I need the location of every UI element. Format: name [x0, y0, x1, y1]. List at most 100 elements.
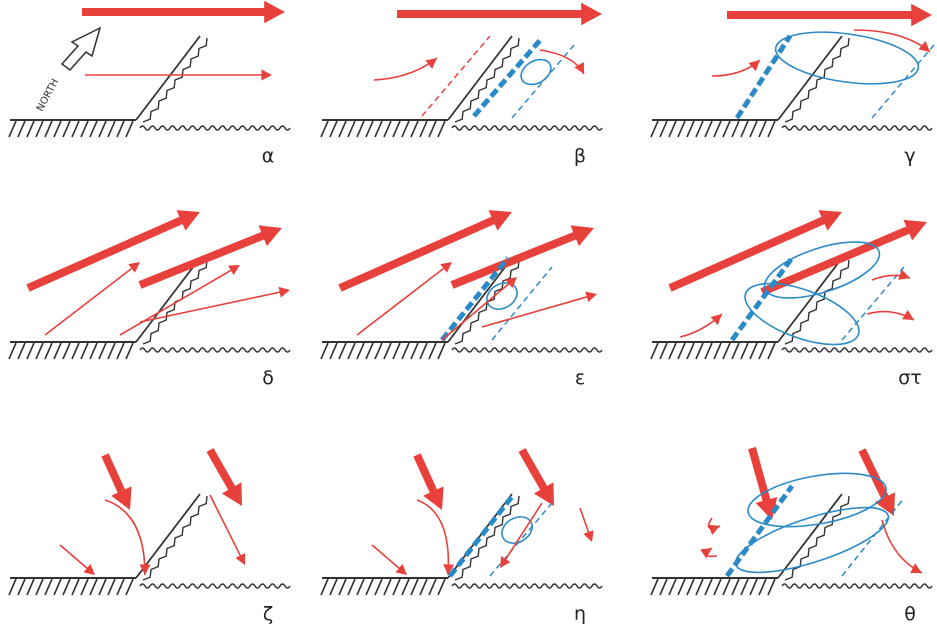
panel: δ — [9, 210, 290, 389]
compass-arrow — [62, 28, 100, 70]
hatch — [72, 579, 79, 595]
hatch — [411, 579, 418, 595]
dashed-line — [732, 258, 792, 340]
hatch — [126, 579, 133, 595]
hatch — [705, 343, 712, 359]
hatch — [45, 121, 52, 137]
panel-label: ε — [575, 367, 585, 389]
hatch — [759, 343, 766, 359]
hatch — [126, 121, 133, 137]
arrow-head — [910, 563, 922, 573]
hatch — [348, 343, 355, 359]
hatch — [36, 579, 43, 595]
coast-waves — [143, 38, 207, 122]
curved-arrow — [854, 30, 930, 52]
hatch — [678, 579, 685, 595]
panel: ε — [321, 210, 602, 389]
dashed-line — [872, 45, 934, 118]
hatch — [741, 121, 748, 137]
hatch — [9, 343, 16, 359]
coast-wall — [448, 36, 512, 120]
hatch — [72, 343, 79, 359]
hatch — [393, 343, 400, 359]
hatch — [768, 121, 775, 137]
hatch — [54, 343, 61, 359]
arrow — [452, 234, 579, 285]
arrow-head — [128, 262, 140, 273]
panel: β — [321, 3, 602, 167]
dashed-line — [442, 258, 508, 340]
coast-waves — [785, 38, 849, 122]
hatch — [366, 343, 373, 359]
hatch — [72, 121, 79, 137]
hatch — [36, 121, 43, 137]
hatch — [63, 579, 70, 595]
hatch — [678, 121, 685, 137]
curved-arrow — [417, 500, 448, 575]
arrow-head — [261, 70, 272, 81]
dashed-line — [842, 498, 904, 576]
hatch — [669, 343, 676, 359]
panel: ζ — [9, 450, 290, 625]
hatch — [366, 121, 373, 137]
hatch — [99, 343, 106, 359]
hatch — [759, 121, 766, 137]
panel: στ — [651, 210, 932, 389]
arrow — [372, 545, 401, 570]
sea-surface — [140, 348, 290, 352]
arrow-head — [911, 4, 932, 26]
hatch — [438, 121, 445, 137]
hatch — [660, 121, 667, 137]
hatch — [651, 121, 658, 137]
coast-wall — [778, 36, 842, 120]
hatch — [366, 579, 373, 595]
panel-label: β — [574, 145, 586, 167]
hatch — [357, 121, 364, 137]
hatch — [27, 579, 34, 595]
arrow — [120, 269, 233, 335]
hatch — [402, 343, 409, 359]
hatch — [420, 579, 427, 595]
hatch — [63, 121, 70, 137]
hatch — [375, 121, 382, 137]
hatch — [117, 121, 124, 137]
hatch — [339, 343, 346, 359]
coast-waves — [143, 496, 207, 580]
circulation-loop — [772, 24, 921, 92]
hatch — [696, 343, 703, 359]
hatch — [429, 343, 436, 359]
hatch — [36, 343, 43, 359]
hatch — [429, 121, 436, 137]
dashed-line — [737, 36, 790, 118]
diagram: αβγδεστζηθNORTH — [0, 0, 937, 626]
hatch — [420, 343, 427, 359]
hatch — [651, 343, 658, 359]
hatch — [696, 579, 703, 595]
hatch — [750, 343, 757, 359]
hatch — [384, 121, 391, 137]
hatch — [339, 121, 346, 137]
hatch — [669, 121, 676, 137]
hatch — [741, 343, 748, 359]
hatch — [18, 579, 25, 595]
hatch — [126, 343, 133, 359]
hatch — [330, 121, 337, 137]
hatch — [117, 579, 124, 595]
hatch — [651, 579, 658, 595]
hatch — [402, 579, 409, 595]
hatch — [384, 579, 391, 595]
hatch — [108, 343, 115, 359]
arrow — [210, 495, 241, 557]
hatch — [411, 121, 418, 137]
hatch — [714, 579, 721, 595]
arrow — [60, 545, 89, 570]
coast-wall — [778, 494, 842, 578]
arrow — [522, 450, 546, 492]
hatch — [99, 579, 106, 595]
coast-waves — [455, 38, 519, 122]
hatch — [90, 579, 97, 595]
hatch — [321, 343, 328, 359]
hatch — [321, 579, 328, 595]
hatch — [687, 579, 694, 595]
hatch — [714, 121, 721, 137]
